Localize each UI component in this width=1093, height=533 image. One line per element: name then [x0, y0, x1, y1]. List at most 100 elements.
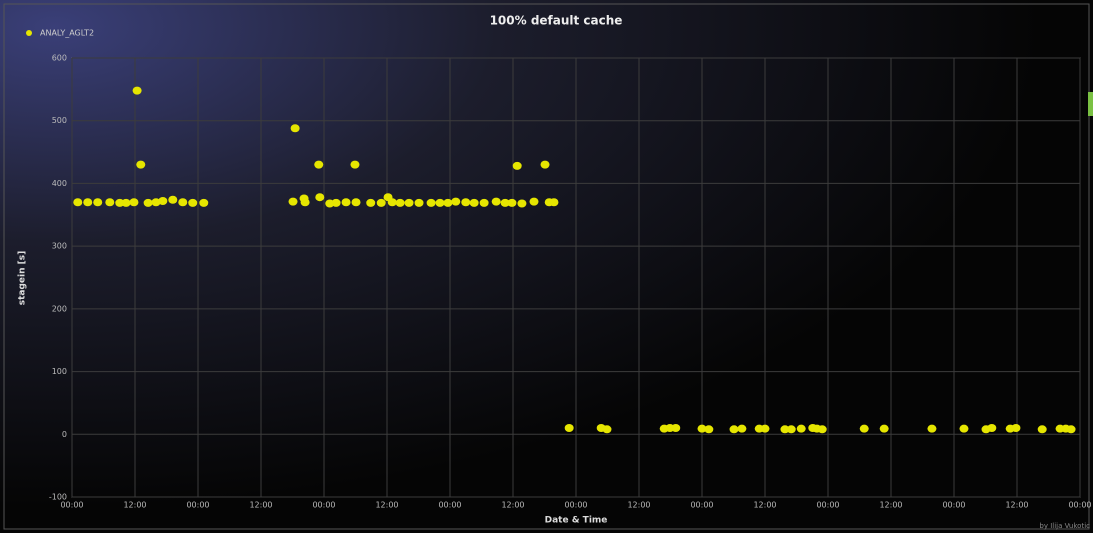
point — [83, 198, 93, 207]
x-tick-label: 12:00 — [249, 501, 272, 510]
point — [760, 424, 770, 433]
x-tick-label: 00:00 — [942, 501, 965, 510]
point — [927, 424, 937, 433]
x-tick-label: 12:00 — [375, 501, 398, 510]
point — [288, 197, 298, 206]
point — [115, 198, 125, 207]
legend-marker — [26, 30, 32, 36]
point — [136, 160, 146, 169]
point — [786, 425, 796, 434]
point — [435, 198, 445, 207]
point — [443, 198, 453, 207]
side-tab — [1088, 92, 1093, 116]
point — [540, 160, 550, 169]
x-tick-label: 00:00 — [312, 501, 335, 510]
point — [188, 198, 198, 207]
point — [451, 197, 461, 206]
point — [121, 198, 131, 207]
point — [300, 198, 310, 207]
point — [151, 198, 161, 207]
x-tick-label: 12:00 — [879, 501, 902, 510]
point — [73, 198, 83, 207]
point — [564, 424, 574, 433]
y-tick-label: -100 — [49, 493, 67, 502]
point — [697, 424, 707, 433]
y-tick-label: 100 — [52, 367, 67, 376]
point — [1037, 425, 1047, 434]
point — [199, 198, 209, 207]
chart-title: 100% default cache — [490, 14, 623, 28]
point — [395, 198, 405, 207]
point — [93, 198, 103, 207]
point — [1066, 425, 1076, 434]
point — [168, 195, 178, 204]
x-tick-label: 00:00 — [60, 501, 83, 510]
frame — [3, 3, 1090, 530]
point — [512, 161, 522, 170]
point — [341, 198, 351, 207]
point — [143, 198, 153, 207]
point — [529, 197, 539, 206]
x-tick-label: 00:00 — [816, 501, 839, 510]
x-tick-label: 00:00 — [186, 501, 209, 510]
x-tick-label: 00:00 — [438, 501, 461, 510]
point — [959, 424, 969, 433]
point — [351, 198, 361, 207]
point — [859, 424, 869, 433]
point — [704, 425, 714, 434]
point — [350, 160, 360, 169]
point — [387, 198, 397, 207]
x-tick-label: 12:00 — [753, 501, 776, 510]
legend-label: ANALY_AGLT2 — [40, 29, 94, 38]
point — [414, 198, 424, 207]
point — [331, 198, 341, 207]
y-tick-label: 200 — [52, 304, 67, 313]
credit: by Ilija Vukotic — [1039, 522, 1090, 530]
x-tick-label: 12:00 — [627, 501, 650, 510]
x-axis-label: Date & Time — [545, 516, 608, 526]
point — [796, 424, 806, 433]
point — [376, 198, 386, 207]
point — [132, 86, 142, 95]
x-tick-label: 12:00 — [501, 501, 524, 510]
point — [158, 196, 168, 205]
y-tick-label: 0 — [62, 430, 67, 439]
y-axis-label: stagein [s] — [18, 251, 28, 306]
point — [1011, 424, 1021, 433]
point — [517, 199, 527, 208]
y-tick-label: 400 — [52, 179, 67, 188]
point — [671, 424, 681, 433]
point — [491, 197, 501, 206]
point — [507, 198, 517, 207]
point — [426, 198, 436, 207]
x-tick-label: 00:00 — [1068, 501, 1091, 510]
point — [366, 198, 376, 207]
point — [178, 198, 188, 207]
point — [315, 193, 325, 202]
x-tick-label: 12:00 — [1005, 501, 1028, 510]
point — [987, 424, 997, 433]
point — [461, 198, 471, 207]
point — [549, 198, 559, 207]
x-tick-label: 00:00 — [690, 501, 713, 510]
point — [290, 124, 300, 133]
y-tick-label: 300 — [52, 242, 67, 251]
point — [729, 425, 739, 434]
point — [479, 198, 489, 207]
point — [737, 424, 747, 433]
y-tick-label: 500 — [52, 116, 67, 125]
point — [469, 198, 479, 207]
point — [602, 425, 612, 434]
point — [879, 424, 889, 433]
point — [314, 160, 324, 169]
point — [404, 198, 414, 207]
point — [500, 198, 510, 207]
point — [105, 198, 115, 207]
point — [129, 198, 139, 207]
x-tick-label: 12:00 — [123, 501, 146, 510]
x-tick-label: 00:00 — [564, 501, 587, 510]
point — [817, 425, 827, 434]
point — [780, 425, 790, 434]
